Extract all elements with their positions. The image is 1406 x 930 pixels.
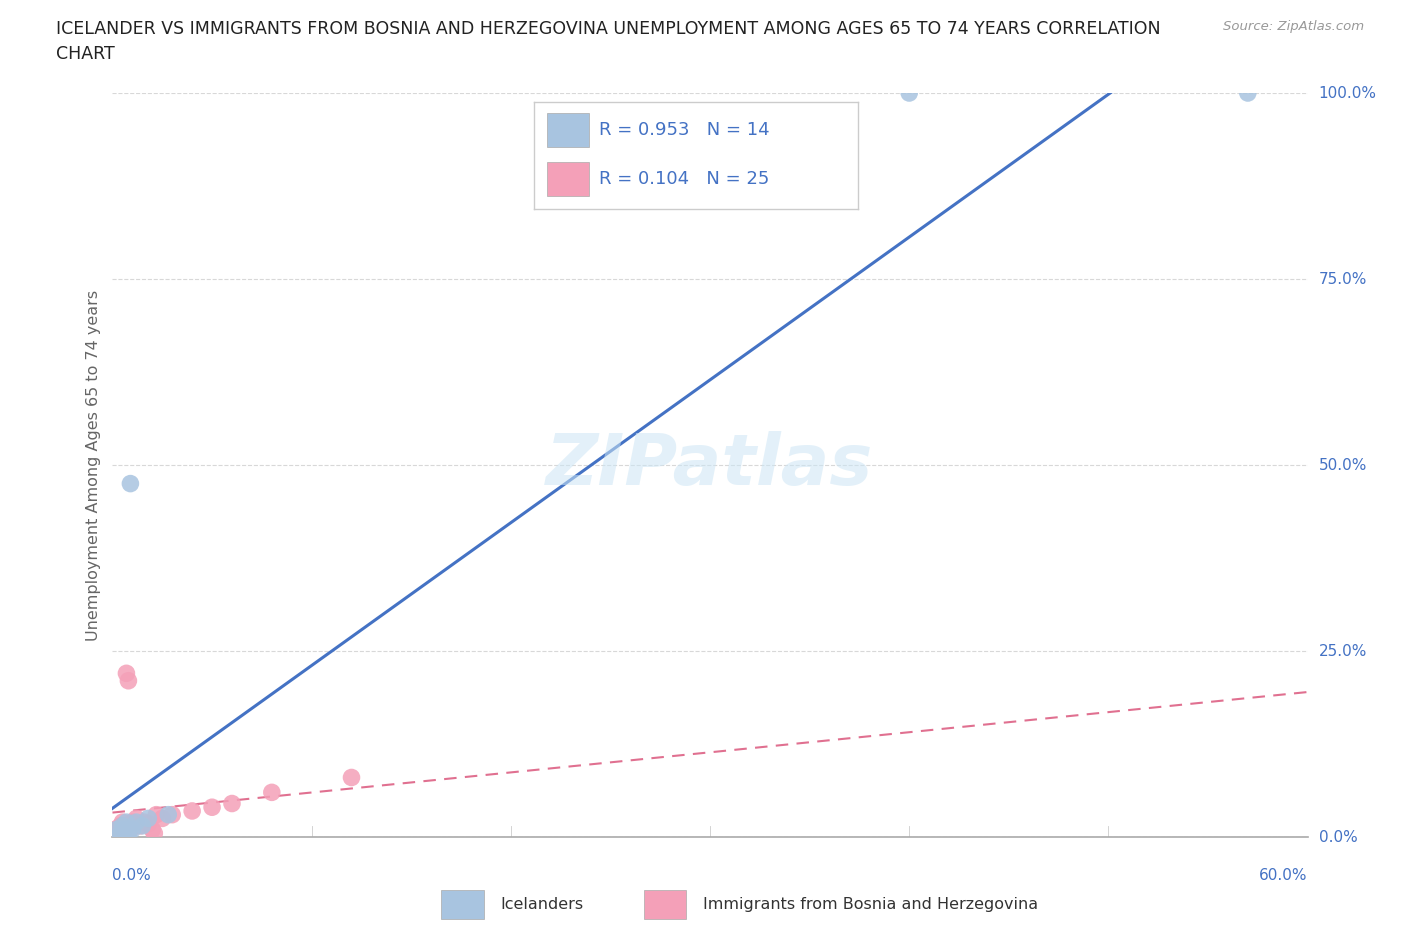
- Point: [117, 673, 139, 688]
- Point: [898, 86, 921, 100]
- Text: 75.0%: 75.0%: [1319, 272, 1367, 286]
- Bar: [644, 890, 686, 919]
- Point: [1237, 86, 1260, 100]
- Point: [107, 822, 129, 837]
- Point: [162, 807, 183, 822]
- Point: [138, 811, 160, 826]
- Point: [110, 826, 132, 841]
- Point: [157, 807, 180, 822]
- Point: [105, 826, 128, 841]
- Point: [114, 818, 135, 833]
- Text: 25.0%: 25.0%: [1319, 644, 1367, 658]
- Text: CHART: CHART: [56, 45, 115, 62]
- Text: Icelanders: Icelanders: [501, 897, 583, 912]
- Text: Source: ZipAtlas.com: Source: ZipAtlas.com: [1223, 20, 1364, 33]
- Point: [120, 476, 142, 491]
- Point: [143, 826, 166, 841]
- Bar: [547, 113, 589, 147]
- Point: [129, 818, 152, 833]
- Text: ICELANDER VS IMMIGRANTS FROM BOSNIA AND HERZEGOVINA UNEMPLOYMENT AMONG AGES 65 T: ICELANDER VS IMMIGRANTS FROM BOSNIA AND …: [56, 20, 1161, 38]
- Point: [117, 826, 139, 841]
- Point: [201, 800, 224, 815]
- Point: [260, 785, 283, 800]
- Point: [103, 822, 125, 837]
- Point: [111, 815, 134, 830]
- Point: [181, 804, 204, 818]
- Point: [125, 815, 148, 830]
- Point: [125, 811, 148, 826]
- Point: [134, 815, 156, 830]
- Point: [114, 822, 135, 837]
- Point: [150, 811, 173, 826]
- Text: 0.0%: 0.0%: [1319, 830, 1357, 844]
- Point: [115, 666, 138, 681]
- Point: [101, 826, 124, 841]
- Point: [111, 818, 134, 833]
- Point: [145, 807, 167, 822]
- Bar: [441, 890, 484, 919]
- Text: 60.0%: 60.0%: [1260, 868, 1308, 883]
- Text: R = 0.953   N = 14: R = 0.953 N = 14: [599, 121, 769, 140]
- Point: [105, 822, 128, 837]
- Bar: [547, 162, 589, 196]
- Point: [115, 815, 138, 830]
- Text: 100.0%: 100.0%: [1319, 86, 1376, 100]
- Text: ZIPatlas: ZIPatlas: [547, 431, 873, 499]
- Text: 50.0%: 50.0%: [1319, 458, 1367, 472]
- Point: [340, 770, 363, 785]
- Point: [120, 822, 142, 837]
- Point: [221, 796, 243, 811]
- Point: [131, 818, 153, 833]
- Point: [110, 818, 132, 833]
- Point: [141, 822, 163, 837]
- Text: 0.0%: 0.0%: [112, 868, 152, 883]
- Point: [138, 817, 160, 831]
- Y-axis label: Unemployment Among Ages 65 to 74 years: Unemployment Among Ages 65 to 74 years: [86, 289, 101, 641]
- Text: Immigrants from Bosnia and Herzegovina: Immigrants from Bosnia and Herzegovina: [703, 897, 1038, 912]
- Text: R = 0.104   N = 25: R = 0.104 N = 25: [599, 170, 769, 188]
- Point: [121, 822, 143, 837]
- Point: [121, 815, 143, 830]
